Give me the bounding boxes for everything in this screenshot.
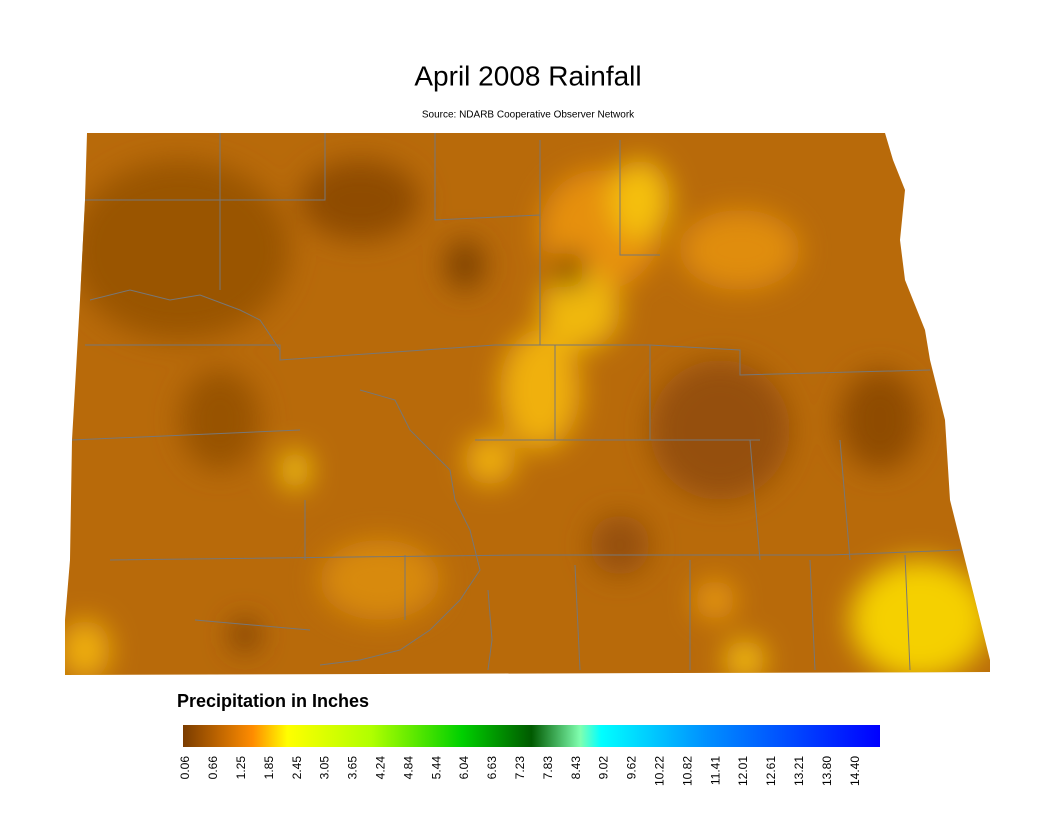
legend-tick-label: 9.02: [597, 756, 611, 780]
legend-tick-label: 0.06: [178, 756, 192, 780]
legend-tick-label: 5.44: [429, 756, 443, 780]
legend-tick-label: 10.82: [680, 756, 694, 786]
legend-tick-label: 14.40: [848, 756, 862, 786]
legend-tick-label: 2.45: [290, 756, 304, 780]
color-bar: [183, 725, 880, 747]
legend-tick-label: 4.84: [401, 756, 415, 780]
rainfall-surface: [65, 133, 990, 675]
legend-tick-label: 1.85: [262, 756, 276, 780]
legend-tick-label: 13.21: [792, 756, 806, 786]
legend-tick-label: 9.62: [625, 756, 639, 780]
legend-tick-label: 12.01: [736, 756, 750, 786]
legend-tick-label: 3.65: [346, 756, 360, 780]
legend-tick-label: 1.25: [234, 756, 248, 780]
legend-ticks: 0.06 0.66 1.25 1.85 2.45 3.05 3.65 4.24 4.84 5.44…: [178, 756, 862, 786]
legend-tick-label: 11.41: [708, 756, 722, 785]
legend-tick-label: 13.80: [820, 756, 834, 786]
legend-tick-label: 12.61: [764, 756, 778, 786]
legend-tick-label: 7.83: [541, 756, 555, 780]
map-title: April 2008 Rainfall: [414, 60, 641, 91]
legend-tick-label: 3.05: [318, 756, 332, 780]
legend-tick-label: 10.22: [652, 756, 666, 786]
legend-title: Precipitation in Inches: [177, 691, 369, 711]
legend-tick-label: 4.24: [373, 756, 387, 780]
legend-tick-label: 6.63: [485, 756, 499, 780]
legend-tick-label: 7.23: [513, 756, 527, 780]
legend-tick-label: 0.66: [206, 756, 220, 780]
map-subtitle: Source: NDARB Cooperative Observer Netwo…: [422, 110, 635, 121]
legend-tick-label: 6.04: [457, 756, 471, 780]
legend-tick-label: 8.43: [569, 756, 583, 780]
